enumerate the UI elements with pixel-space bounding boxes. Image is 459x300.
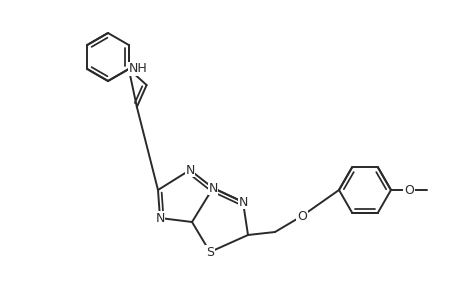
Text: O: O: [297, 209, 306, 223]
Text: NH: NH: [129, 62, 147, 76]
Text: N: N: [155, 212, 164, 224]
Text: N: N: [185, 164, 194, 176]
Text: N: N: [238, 196, 247, 208]
Text: O: O: [403, 184, 413, 196]
Text: S: S: [206, 245, 213, 259]
Text: N: N: [208, 182, 217, 194]
